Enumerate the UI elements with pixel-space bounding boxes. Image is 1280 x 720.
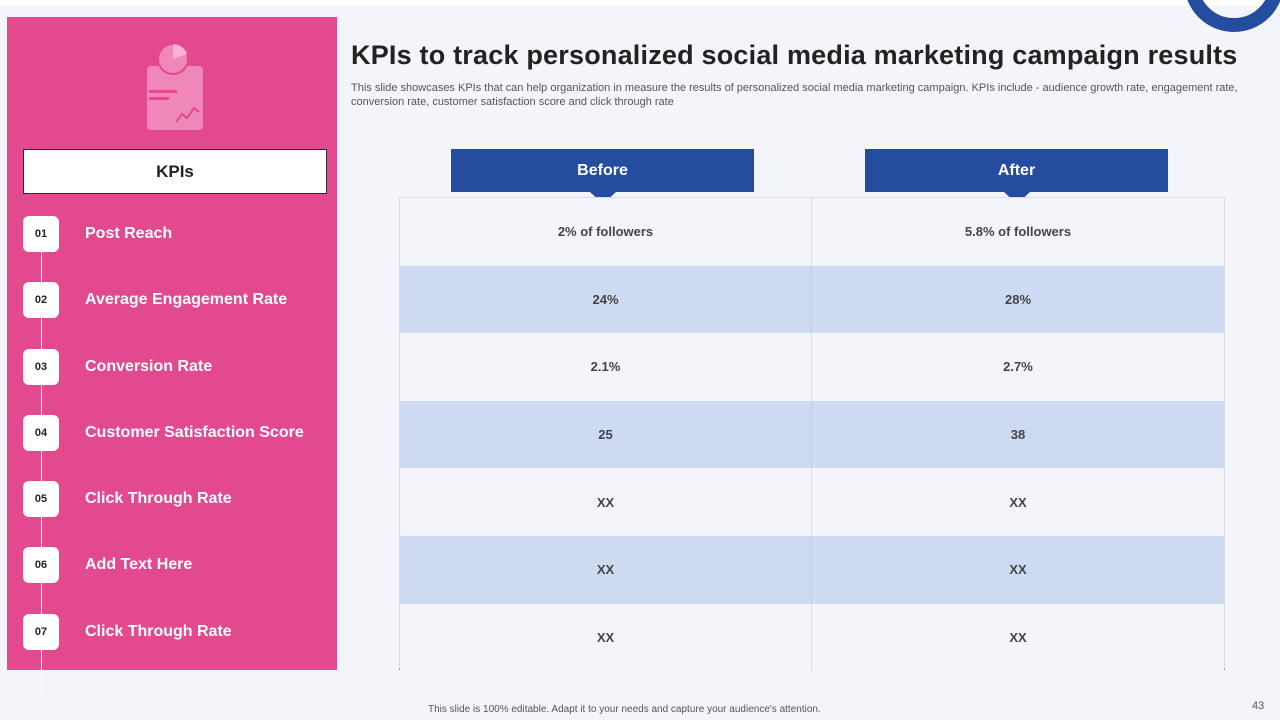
table-row: 24% 28%	[400, 265, 1224, 334]
table-row: XX XX	[400, 468, 1224, 536]
kpi-item-click-through-rate-2: 07 Click Through Rate	[23, 614, 333, 650]
comparison-table: 2% of followers 5.8% of followers 24% 28…	[399, 197, 1225, 672]
cell-before: 2% of followers	[400, 198, 812, 266]
cell-after: XX	[1009, 562, 1027, 578]
kpi-item-customer-satisfaction-score: 04 Customer Satisfaction Score	[23, 415, 333, 451]
cell-before: 24%	[400, 265, 812, 334]
table-row: 25 38	[400, 400, 1224, 469]
kpis-header: KPIs	[23, 149, 327, 194]
table-row: 2.1% 2.7%	[400, 333, 1224, 401]
column-header-after: After	[865, 149, 1168, 204]
kpi-label: Add Text Here	[85, 556, 193, 573]
kpi-number-badge: 06	[23, 547, 59, 583]
kpi-label: Conversion Rate	[85, 358, 213, 375]
kpi-item-post-reach: 01 Post Reach	[23, 216, 333, 252]
kpi-number-badge: 04	[23, 415, 59, 451]
kpi-number-badge: 03	[23, 349, 59, 385]
cell-before: 2.1%	[400, 333, 812, 401]
top-border	[0, 0, 1280, 6]
table-row: XX XX	[400, 535, 1224, 604]
cell-after: 5.8% of followers	[964, 224, 1072, 240]
column-header-before: Before	[451, 149, 754, 204]
slide-subtitle: This slide showcases KPIs that can help …	[351, 82, 1238, 108]
cell-before: 25	[400, 400, 812, 469]
page-number: 43	[1252, 700, 1265, 712]
kpi-number-badge: 01	[23, 216, 59, 252]
kpi-number-badge: 07	[23, 614, 59, 650]
kpi-number-badge: 02	[23, 282, 59, 318]
slide-title: KPIs to track personalized social media …	[351, 40, 1238, 70]
corner-ring-decoration	[1184, 0, 1280, 40]
kpi-item-click-through-rate: 05 Click Through Rate	[23, 481, 333, 517]
cell-before: XX	[400, 468, 812, 536]
kpi-item-add-text-here: 06 Add Text Here	[23, 547, 333, 583]
table-row: 2% of followers 5.8% of followers	[400, 198, 1224, 266]
kpi-label: Click Through Rate	[85, 623, 232, 640]
cell-before: XX	[400, 603, 812, 672]
kpi-item-average-engagement-rate: 02 Average Engagement Rate	[23, 282, 333, 318]
kpi-label: Customer Satisfaction Score	[85, 424, 304, 441]
kpi-item-conversion-rate: 03 Conversion Rate	[23, 349, 333, 385]
cell-after: XX	[1009, 494, 1027, 510]
kpi-label: Click Through Rate	[85, 490, 232, 507]
kpi-label: Post Reach	[85, 225, 173, 242]
cell-after: 2.7%	[1003, 359, 1033, 375]
kpi-number-badge: 05	[23, 481, 59, 517]
report-chart-icon	[147, 43, 203, 130]
kpi-label: Average Engagement Rate	[85, 291, 288, 308]
kpi-sidebar: KPIs	[7, 17, 337, 670]
table-row: XX XX	[400, 603, 1224, 672]
cell-after: 28%	[1004, 291, 1032, 307]
timeline-line	[41, 216, 42, 690]
cell-after: 38	[1010, 427, 1026, 443]
cell-before: XX	[400, 535, 812, 604]
cell-after: XX	[1009, 629, 1027, 645]
footer-note: This slide is 100% editable. Adapt it to…	[428, 704, 821, 715]
